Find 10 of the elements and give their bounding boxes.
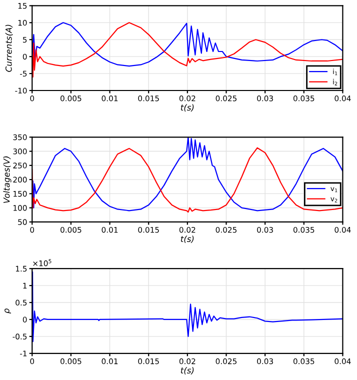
line-series: [32, 271, 343, 342]
x-axis-title: t(s): [180, 367, 194, 374]
y-axis-title: ρ: [4, 308, 11, 314]
y-axis-title: Currents(A): [5, 24, 13, 72]
line-series: [32, 22, 343, 78]
x-axis-title: t(s): [180, 104, 194, 112]
line-series: [32, 147, 343, 213]
x-axis-title: t(s): [180, 236, 194, 244]
line-series: [32, 22, 343, 67]
y-axis-title: Voltages(V): [3, 156, 12, 203]
